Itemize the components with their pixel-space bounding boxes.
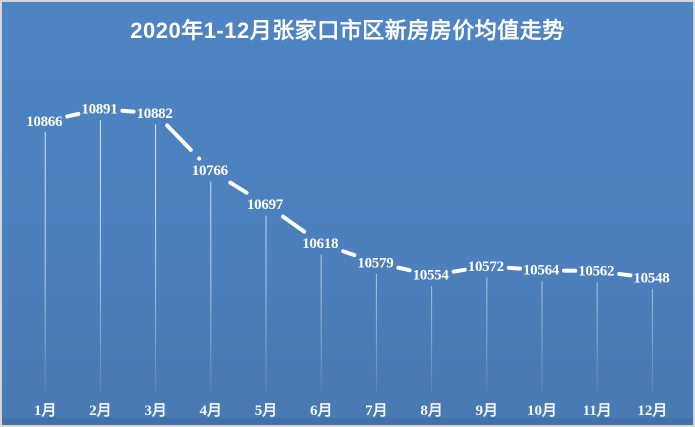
line-segment — [617, 271, 633, 278]
point-label: 10866 — [26, 114, 63, 130]
point-label: 10548 — [633, 271, 669, 287]
point-label: 10882 — [137, 106, 173, 122]
line-segment — [120, 108, 136, 114]
chart-title: 2020年1-12月张家口市区新房房价均值走势 — [130, 18, 565, 43]
line-segment — [506, 265, 522, 271]
line-segment — [341, 249, 357, 258]
point-label: 10697 — [247, 197, 284, 213]
line-segment — [281, 214, 307, 234]
point-label: 10562 — [578, 264, 614, 280]
x-axis-label: 6月 — [310, 402, 333, 419]
line-segment — [451, 267, 467, 274]
x-axis-label: 9月 — [476, 402, 499, 419]
x-axis-label: 1月 — [34, 402, 57, 419]
x-axis-label: 12月 — [637, 402, 667, 419]
x-axis-label: 8月 — [420, 402, 443, 419]
x-axis-label: 11月 — [583, 402, 612, 419]
x-axis-label: 3月 — [144, 402, 167, 419]
x-axis-label: 7月 — [365, 402, 388, 419]
x-axis-label: 10月 — [527, 402, 557, 419]
point-label: 10766 — [192, 163, 229, 179]
point-label: 10579 — [357, 255, 393, 271]
line-segment — [396, 265, 412, 273]
x-axis-label: 5月 — [255, 402, 278, 419]
point-label: 10554 — [413, 268, 450, 284]
line-segment — [228, 180, 249, 195]
point-label: 10564 — [523, 263, 560, 279]
x-axis-label: 2月 — [89, 402, 112, 419]
bottom-edge-band — [2, 418, 693, 425]
point-label: 10618 — [302, 236, 338, 252]
x-axis-label: 4月 — [200, 402, 223, 419]
line-segment — [65, 111, 81, 119]
point-label: 10572 — [468, 259, 504, 275]
point-label: 10891 — [81, 102, 117, 118]
line-segment — [165, 123, 202, 161]
